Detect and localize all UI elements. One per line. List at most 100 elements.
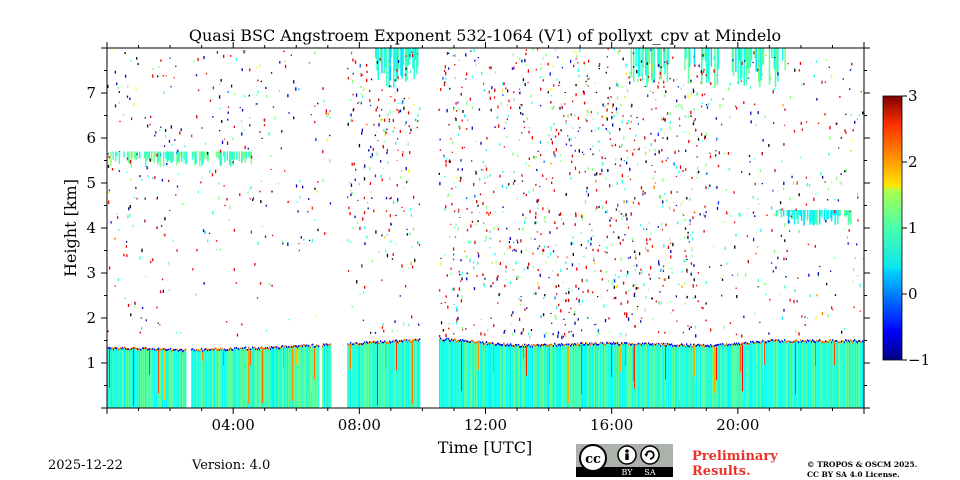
bl-column xyxy=(299,344,301,408)
bl-column xyxy=(790,341,792,408)
bl-column xyxy=(809,339,811,408)
bl-top-pixel xyxy=(786,341,788,344)
noise-pixel xyxy=(792,181,795,185)
noise-pixel xyxy=(659,75,661,80)
noise-pixel xyxy=(757,111,759,115)
noise-pixel xyxy=(492,282,494,285)
bl-top-pixel xyxy=(666,344,668,347)
noise-pixel xyxy=(367,207,369,210)
bl-column xyxy=(417,339,419,408)
bl-column xyxy=(416,339,418,408)
bl-streak xyxy=(633,346,635,382)
bl-column xyxy=(823,341,825,408)
bl-top-pixel xyxy=(294,345,296,347)
noise-pixel xyxy=(542,207,544,211)
noise-pixel xyxy=(182,202,184,206)
noise-pixel xyxy=(393,80,395,84)
bl-top-pixel xyxy=(629,342,631,345)
noise-pixel xyxy=(241,127,243,129)
noise-pixel xyxy=(534,215,537,219)
bl-column xyxy=(181,348,183,408)
bl-column xyxy=(767,339,769,408)
bl-top-pixel xyxy=(644,342,646,345)
bl-column xyxy=(304,344,306,408)
noise-pixel xyxy=(579,48,581,52)
noise-pixel xyxy=(617,50,619,54)
noise-pixel xyxy=(639,272,641,275)
bl-column xyxy=(622,342,624,408)
bl-column xyxy=(684,344,686,408)
noise-pixel xyxy=(615,158,617,161)
bl-column xyxy=(205,348,207,408)
bl-top-pixel xyxy=(379,342,381,345)
bl-column xyxy=(846,339,848,408)
bl-column xyxy=(681,343,683,408)
bl-top-pixel xyxy=(747,342,749,345)
noise-pixel xyxy=(493,190,495,194)
noise-pixel xyxy=(513,66,515,70)
noise-pixel xyxy=(606,289,609,292)
noise-pixel xyxy=(583,255,585,258)
noise-pixel xyxy=(315,137,317,142)
bl-top-pixel xyxy=(441,338,443,341)
noise-pixel xyxy=(470,160,473,162)
noise-pixel xyxy=(568,290,570,295)
bl-top-pixel xyxy=(461,340,463,343)
bl-column xyxy=(543,344,545,408)
bl-top-pixel xyxy=(797,340,799,343)
bl-top-pixel xyxy=(542,344,544,346)
noise-pixel xyxy=(164,129,167,132)
bl-top-pixel xyxy=(579,344,581,347)
bl-column xyxy=(246,348,248,408)
cloud-pixel xyxy=(170,151,172,163)
noise-pixel xyxy=(314,51,316,55)
noise-pixel xyxy=(265,329,268,332)
noise-pixel xyxy=(408,125,410,128)
noise-pixel xyxy=(147,124,149,128)
bl-column xyxy=(726,343,728,408)
cloud-pixel xyxy=(806,210,809,220)
noise-pixel xyxy=(851,62,853,66)
noise-pixel xyxy=(461,277,463,281)
noise-pixel xyxy=(147,175,149,177)
noise-pixel xyxy=(513,97,515,102)
bl-column xyxy=(482,341,484,408)
bl-column xyxy=(146,347,148,408)
noise-pixel xyxy=(499,262,501,266)
noise-pixel xyxy=(757,198,759,200)
bl-top-pixel xyxy=(715,344,717,347)
bl-top-pixel xyxy=(284,345,286,348)
bl-streak xyxy=(716,346,718,381)
noise-pixel xyxy=(394,91,396,94)
bl-column xyxy=(555,344,557,408)
noise-pixel xyxy=(624,96,626,99)
bl-top-pixel xyxy=(265,347,267,349)
bl-top-pixel xyxy=(552,345,554,347)
noise-pixel xyxy=(537,207,539,210)
bl-column xyxy=(698,343,700,408)
noise-pixel xyxy=(616,111,618,115)
bl-column xyxy=(410,341,412,408)
bl-column xyxy=(200,349,202,408)
bl-column xyxy=(558,344,560,408)
bl-top-pixel xyxy=(399,340,401,342)
noise-pixel xyxy=(564,323,566,326)
noise-pixel xyxy=(406,181,408,184)
bl-column xyxy=(478,340,480,408)
cloud-pixel xyxy=(743,48,746,86)
bl-column xyxy=(853,340,855,408)
bl-top-pixel xyxy=(180,348,182,351)
noise-pixel xyxy=(690,80,692,84)
bl-streak xyxy=(742,344,744,392)
bl-top-pixel xyxy=(123,347,125,350)
bl-top-pixel xyxy=(746,343,748,345)
noise-pixel xyxy=(705,103,708,106)
noise-pixel xyxy=(396,88,399,92)
noise-pixel xyxy=(466,272,468,275)
bl-column xyxy=(228,349,230,408)
bl-top-pixel xyxy=(151,348,153,351)
noise-pixel xyxy=(409,232,411,235)
bl-top-pixel xyxy=(564,344,566,347)
noise-pixel xyxy=(352,58,354,62)
noise-pixel xyxy=(609,224,612,227)
